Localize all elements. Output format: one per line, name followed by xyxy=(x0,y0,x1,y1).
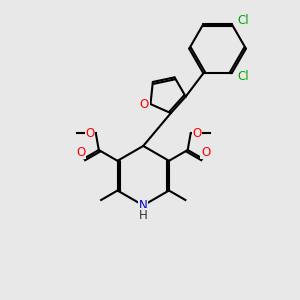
Text: Cl: Cl xyxy=(237,14,249,27)
Text: O: O xyxy=(85,127,94,140)
Text: Cl: Cl xyxy=(237,70,249,83)
Text: O: O xyxy=(192,127,201,140)
Text: H: H xyxy=(139,209,148,222)
Text: O: O xyxy=(140,98,149,111)
Text: O: O xyxy=(201,146,210,159)
Text: N: N xyxy=(139,199,148,212)
Text: O: O xyxy=(76,146,86,159)
